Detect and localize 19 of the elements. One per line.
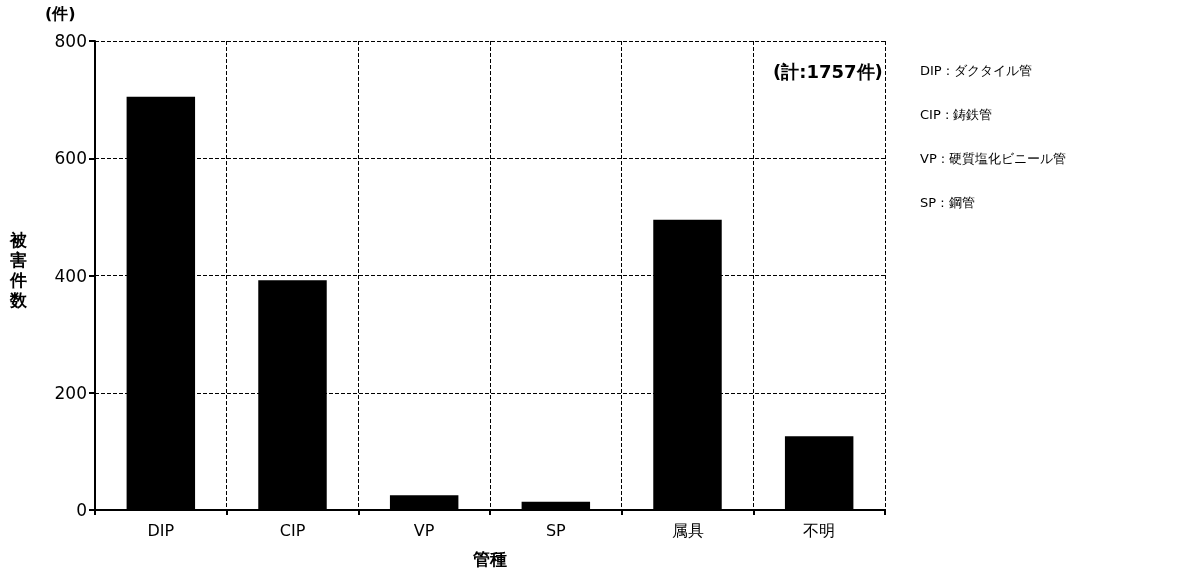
- text: (件): [45, 3, 76, 23]
- x-tick-label: 不明: [803, 520, 836, 540]
- x-tick-label: CIP: [279, 520, 306, 540]
- y-tick-label: 200: [54, 382, 87, 403]
- text: VP : 硬質塩化ビニール管: [920, 151, 1067, 166]
- x-tick-label: DIP: [147, 520, 175, 540]
- text: DIP : ダクタイル管: [920, 63, 1033, 78]
- text: SP : 鋼管: [920, 195, 975, 210]
- annotation: (計:1757件): [773, 60, 883, 82]
- y-axis-title: 被害件数: [9, 230, 28, 310]
- y-tick-label: 800: [54, 31, 87, 51]
- x-tick-label: 属具: [671, 520, 704, 540]
- text: CIP : 鋳鉄管: [920, 107, 993, 122]
- y-tick-label: 600: [54, 148, 87, 169]
- x-tick-label: VP: [413, 520, 435, 540]
- x-tick-label: SP: [545, 520, 567, 540]
- y-tick-label: 400: [54, 265, 87, 286]
- x-axis-title: 管種: [472, 548, 507, 569]
- y-tick-label: 0: [76, 500, 87, 520]
